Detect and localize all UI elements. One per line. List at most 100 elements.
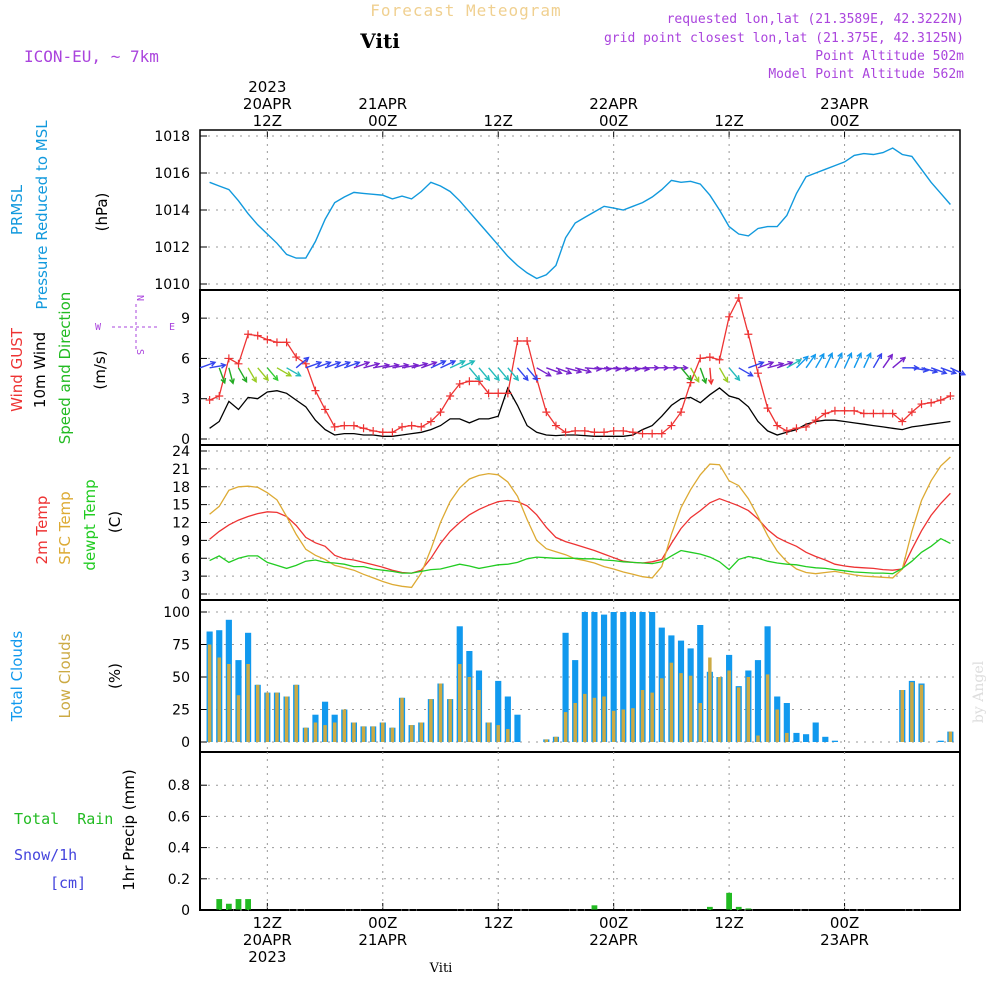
gust-marker bbox=[619, 426, 628, 435]
time-label: 20APR bbox=[243, 931, 292, 949]
gust-marker bbox=[744, 330, 753, 339]
wind-arrow-shaft bbox=[276, 367, 292, 377]
wind-arrow-shaft bbox=[795, 356, 809, 369]
wind-arrow-shaft bbox=[584, 367, 601, 370]
gust-marker bbox=[725, 312, 734, 321]
wind-arrow bbox=[690, 367, 700, 383]
wind-arrow-shaft bbox=[843, 353, 852, 369]
wind-arrow-shaft bbox=[344, 361, 360, 369]
wind-arrow-head bbox=[758, 360, 765, 367]
gust-marker bbox=[927, 398, 936, 407]
total-cloud-bar bbox=[754, 660, 762, 742]
temp-unit: (C) bbox=[106, 511, 124, 533]
wind-arrow-shaft bbox=[786, 359, 802, 369]
gust-marker bbox=[359, 424, 368, 433]
gust-marker bbox=[946, 392, 955, 401]
y-tick-label: 18 bbox=[172, 480, 190, 496]
wind-arrow-head bbox=[595, 365, 603, 372]
low-cloud-bar bbox=[381, 722, 385, 742]
pressure-unit: (hPa) bbox=[93, 193, 111, 232]
wind-arrow bbox=[305, 360, 323, 369]
wind-arrow bbox=[584, 365, 603, 372]
wind-arrow-head bbox=[474, 375, 481, 382]
wind-arrow-head bbox=[513, 375, 520, 382]
wind-arrow-shaft bbox=[295, 357, 309, 369]
time-label: 00Z bbox=[830, 914, 859, 932]
wind-arrow bbox=[815, 352, 825, 369]
gust-marker bbox=[657, 429, 666, 438]
y-tick-label: 9 bbox=[181, 311, 190, 327]
low-cloud-bar bbox=[361, 726, 366, 742]
wind-arrow-head bbox=[624, 365, 632, 372]
low-cloud-bar bbox=[756, 735, 760, 742]
rain-bar bbox=[591, 905, 598, 910]
wind-arrow-shaft bbox=[199, 361, 216, 369]
location-title: Viti bbox=[359, 29, 400, 53]
wind-arrow bbox=[286, 367, 302, 377]
wind-unit: (m/s) bbox=[91, 350, 109, 389]
compass-rose: W E N S bbox=[95, 295, 175, 355]
y-tick-label: 1016 bbox=[154, 166, 190, 182]
total-cloud-bar bbox=[600, 614, 608, 742]
total-cloud-bar bbox=[831, 740, 839, 742]
total-cloud-bar bbox=[629, 612, 636, 742]
wind-arrow-head bbox=[459, 360, 466, 366]
wind-arrow-shaft bbox=[305, 361, 322, 369]
wind-arrow bbox=[344, 360, 361, 369]
gust-marker bbox=[821, 409, 830, 418]
low-cloud-bar bbox=[246, 664, 250, 742]
wind-arrow-shaft bbox=[324, 361, 341, 369]
time-label: 21APR bbox=[358, 95, 407, 113]
low-cloud-bar bbox=[554, 736, 558, 742]
gust-marker bbox=[330, 422, 339, 431]
low-cloud-bar bbox=[900, 690, 905, 742]
wind-arrow-shaft bbox=[728, 367, 740, 381]
wind-arrow bbox=[276, 367, 293, 377]
low-cloud-bar bbox=[458, 664, 462, 742]
gust-marker bbox=[244, 330, 253, 339]
wind-arrow-shaft bbox=[940, 367, 957, 374]
wind-arrow bbox=[863, 352, 872, 369]
gust-marker bbox=[426, 417, 435, 426]
wind-arrow bbox=[218, 367, 227, 385]
total-cloud-bar bbox=[572, 660, 579, 742]
wind-arrow-shaft bbox=[468, 367, 481, 381]
low-cloud-bar bbox=[419, 722, 423, 742]
wind-arrow-shaft bbox=[882, 354, 893, 369]
wind-arrow-shaft bbox=[449, 360, 465, 369]
wind-arrow-head bbox=[810, 353, 817, 360]
wind-arrow-head bbox=[950, 369, 958, 375]
wind-arrow-head bbox=[325, 360, 332, 367]
wind-arrow-head bbox=[866, 352, 872, 359]
time-label: 12Z bbox=[253, 112, 282, 130]
chart-title: Forecast Meteogram bbox=[370, 1, 561, 20]
low-cloud-bar bbox=[400, 697, 404, 742]
wind-arrow-shaft bbox=[575, 367, 591, 373]
time-label: 23APR bbox=[820, 931, 869, 949]
low-cloud-bar bbox=[717, 677, 722, 742]
gust-marker bbox=[494, 389, 503, 398]
low-cloud-bar bbox=[698, 703, 702, 742]
gust-marker bbox=[272, 338, 281, 347]
time-label: 20APR bbox=[243, 95, 292, 113]
gust-marker bbox=[628, 428, 637, 437]
gust-marker bbox=[715, 355, 724, 364]
total-cloud-bar bbox=[504, 696, 511, 742]
wind-arrow bbox=[834, 352, 843, 369]
low-cloud-bar bbox=[727, 670, 731, 742]
y-tick-label: 6 bbox=[181, 551, 190, 567]
low-cloud-bar bbox=[342, 709, 347, 742]
wind-arrow bbox=[468, 367, 481, 382]
wind-arrow-head bbox=[363, 360, 371, 367]
gust-marker bbox=[378, 428, 387, 437]
gust-marker bbox=[802, 422, 811, 431]
y-tick-label: 75 bbox=[172, 638, 190, 654]
gust-marker bbox=[455, 379, 464, 388]
wind-arrow bbox=[353, 360, 371, 369]
wind-arrow bbox=[526, 367, 539, 382]
wind-arrow bbox=[671, 364, 689, 371]
wind-arrow-head bbox=[913, 364, 920, 371]
wind-arrow-head bbox=[354, 360, 361, 367]
low-cloud-bar bbox=[737, 687, 741, 742]
wind-arrow-shaft bbox=[767, 363, 784, 369]
